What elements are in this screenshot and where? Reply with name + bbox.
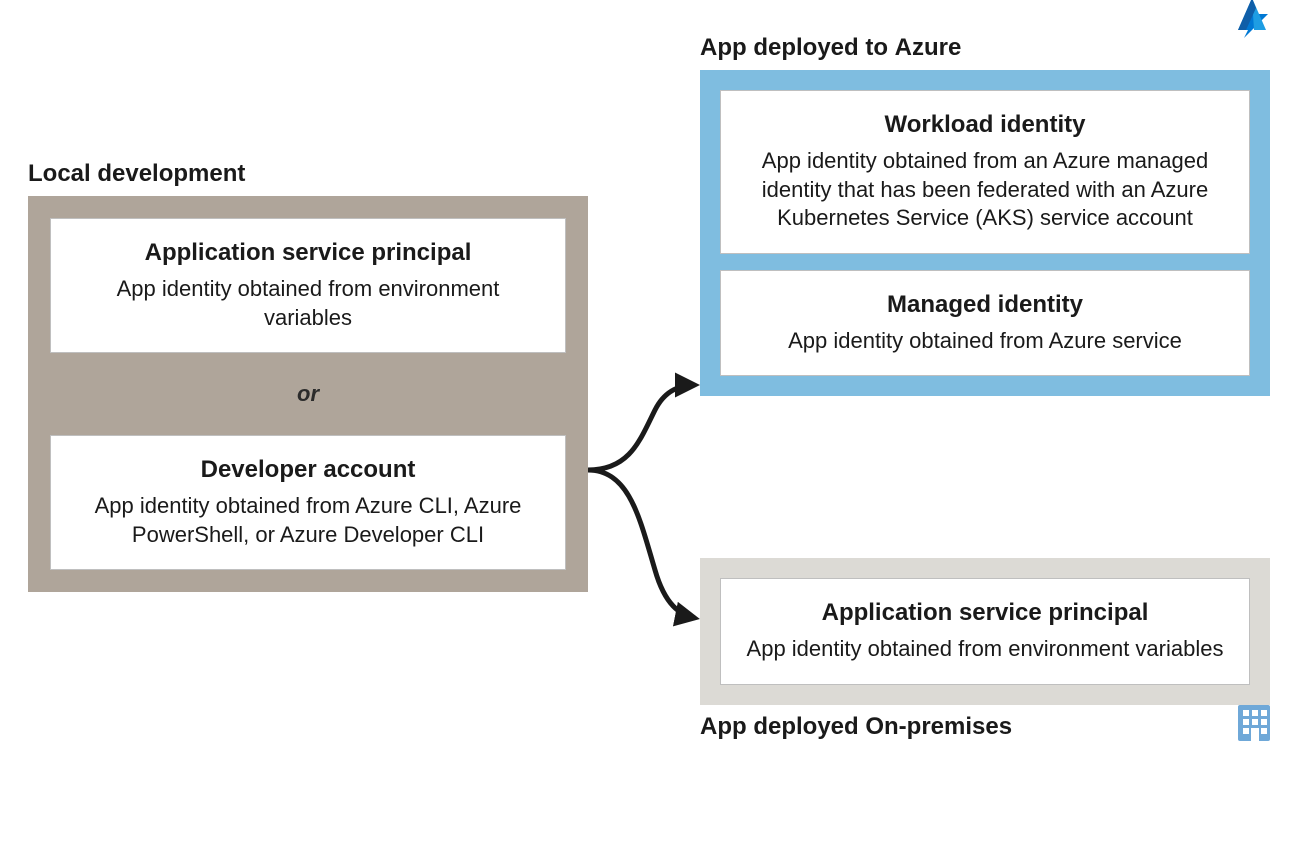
local-dev-title-text: Local development [28, 160, 245, 187]
card-title: Application service principal [745, 599, 1225, 627]
card-desc: App identity obtained from environment v… [745, 635, 1225, 664]
azure-section: App deployed to Azure Workload identity … [700, 34, 1270, 396]
or-separator: or [50, 353, 566, 435]
card-desc: App identity obtained from environment v… [75, 275, 541, 332]
local-dev-panel: Application service principal App identi… [28, 196, 588, 592]
card-desc: App identity obtained from Azure service [745, 327, 1225, 356]
azure-title: App deployed to Azure [700, 34, 1270, 62]
card-app-service-principal-onprem: Application service principal App identi… [720, 578, 1250, 685]
local-dev-section: Local development Application service pr… [28, 160, 588, 592]
azure-title-bold: Azure [895, 34, 962, 61]
card-desc: App identity obtained from an Azure mana… [745, 147, 1225, 233]
branch-arrows [580, 380, 720, 660]
local-dev-title: Local development [28, 160, 588, 188]
onprem-section: Application service principal App identi… [700, 558, 1270, 749]
arrow-to-azure [588, 385, 695, 470]
card-title: Application service principal [75, 239, 541, 267]
card-desc: App identity obtained from Azure CLI, Az… [75, 492, 541, 549]
card-title: Managed identity [745, 291, 1225, 319]
onprem-title-prefix: App deployed [700, 713, 865, 740]
building-icon [1232, 701, 1276, 745]
card-managed-identity: Managed identity App identity obtained f… [720, 270, 1250, 377]
azure-title-prefix: App deployed to [700, 34, 895, 61]
card-workload-identity: Workload identity App identity obtained … [720, 90, 1250, 254]
azure-logo-icon [1228, 0, 1276, 42]
arrow-to-onprem [588, 470, 695, 618]
card-title: Developer account [75, 456, 541, 484]
azure-panel: Workload identity App identity obtained … [700, 70, 1270, 396]
card-title: Workload identity [745, 111, 1225, 139]
onprem-title: App deployed On-premises [700, 713, 1270, 741]
onprem-panel: Application service principal App identi… [700, 558, 1270, 705]
onprem-title-bold: On-premises [865, 713, 1012, 740]
card-developer-account: Developer account App identity obtained … [50, 435, 566, 570]
card-app-service-principal-local: Application service principal App identi… [50, 218, 566, 353]
